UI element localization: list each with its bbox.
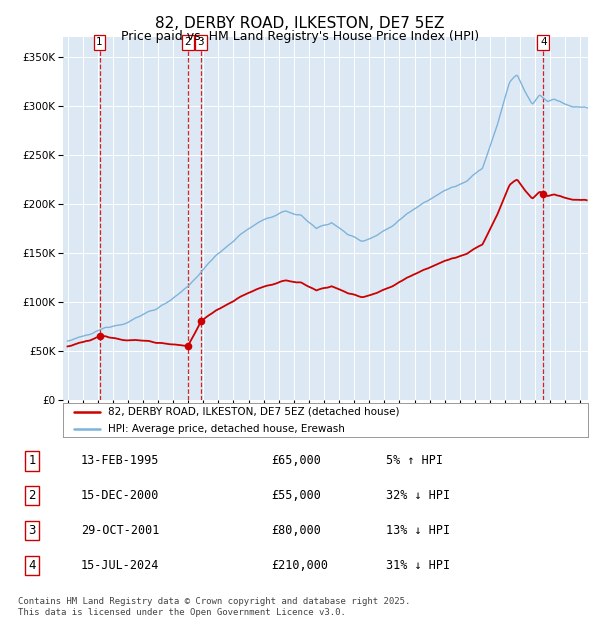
Text: 2: 2 [184,37,191,47]
Text: 3: 3 [28,524,36,537]
Text: 15-DEC-2000: 15-DEC-2000 [81,489,160,502]
Text: 13-FEB-1995: 13-FEB-1995 [81,454,160,467]
Text: Price paid vs. HM Land Registry's House Price Index (HPI): Price paid vs. HM Land Registry's House … [121,30,479,43]
Text: HPI: Average price, detached house, Erewash: HPI: Average price, detached house, Erew… [107,423,344,433]
Text: £210,000: £210,000 [271,559,328,572]
Text: 15-JUL-2024: 15-JUL-2024 [81,559,160,572]
Text: 1: 1 [28,454,36,467]
Text: 2: 2 [28,489,36,502]
Text: 1: 1 [96,37,103,47]
Text: 4: 4 [28,559,36,572]
Text: £80,000: £80,000 [271,524,321,537]
Text: 13% ↓ HPI: 13% ↓ HPI [386,524,451,537]
Text: 82, DERBY ROAD, ILKESTON, DE7 5EZ (detached house): 82, DERBY ROAD, ILKESTON, DE7 5EZ (detac… [107,407,399,417]
Text: 32% ↓ HPI: 32% ↓ HPI [386,489,451,502]
Text: £65,000: £65,000 [271,454,321,467]
Text: 29-OCT-2001: 29-OCT-2001 [81,524,160,537]
Text: £55,000: £55,000 [271,489,321,502]
Text: 3: 3 [197,37,204,47]
Text: 4: 4 [540,37,547,47]
Text: 82, DERBY ROAD, ILKESTON, DE7 5EZ: 82, DERBY ROAD, ILKESTON, DE7 5EZ [155,16,445,30]
Text: 31% ↓ HPI: 31% ↓ HPI [386,559,451,572]
Text: 5% ↑ HPI: 5% ↑ HPI [386,454,443,467]
Text: Contains HM Land Registry data © Crown copyright and database right 2025.
This d: Contains HM Land Registry data © Crown c… [18,598,410,617]
